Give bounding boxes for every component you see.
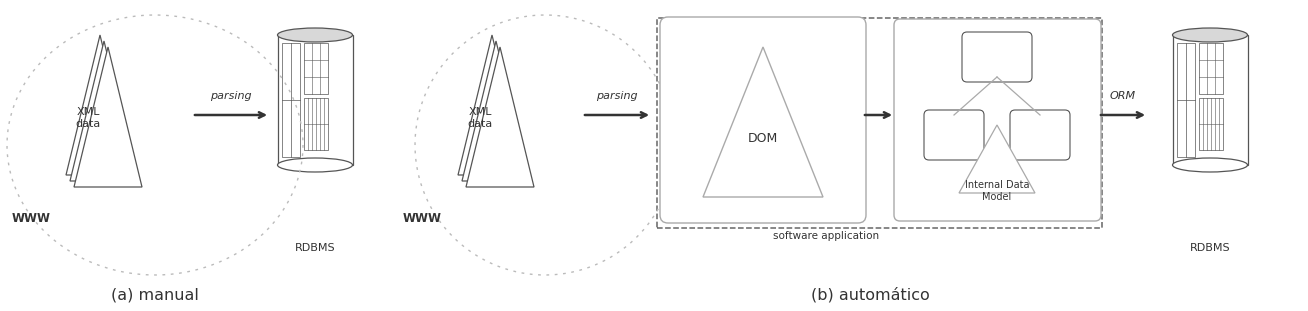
Ellipse shape — [1172, 28, 1248, 42]
Text: XML
data: XML data — [76, 107, 101, 129]
Bar — [283, 43, 300, 157]
Polygon shape — [462, 41, 530, 181]
Ellipse shape — [1172, 158, 1248, 172]
Polygon shape — [71, 41, 139, 181]
Polygon shape — [458, 35, 526, 175]
Polygon shape — [959, 125, 1035, 193]
FancyBboxPatch shape — [657, 18, 1103, 228]
Text: parsing: parsing — [596, 91, 638, 101]
FancyBboxPatch shape — [923, 110, 984, 160]
Bar — [303, 98, 328, 150]
Bar — [303, 43, 328, 94]
Text: DOM: DOM — [748, 132, 778, 146]
Polygon shape — [75, 47, 143, 187]
Text: Internal Data
Model: Internal Data Model — [965, 180, 1029, 202]
FancyBboxPatch shape — [1010, 110, 1070, 160]
FancyBboxPatch shape — [961, 32, 1032, 82]
Polygon shape — [65, 35, 133, 175]
Polygon shape — [466, 47, 534, 187]
FancyBboxPatch shape — [893, 19, 1101, 221]
Text: WWW: WWW — [403, 211, 442, 225]
Text: (b) automático: (b) automático — [811, 287, 930, 303]
Text: RDBMS: RDBMS — [294, 243, 335, 253]
Ellipse shape — [277, 158, 352, 172]
Text: WWW: WWW — [12, 211, 51, 225]
Text: RDBMS: RDBMS — [1190, 243, 1231, 253]
Bar — [1199, 43, 1223, 94]
Ellipse shape — [277, 28, 352, 42]
Text: software application: software application — [773, 231, 879, 241]
Text: ORM: ORM — [1110, 91, 1137, 101]
Text: parsing: parsing — [211, 91, 252, 101]
Polygon shape — [702, 47, 823, 197]
Bar — [279, 35, 353, 165]
Text: (a) manual: (a) manual — [111, 287, 199, 303]
FancyBboxPatch shape — [661, 17, 866, 223]
Bar — [1177, 43, 1196, 157]
Bar — [1173, 35, 1248, 165]
Text: XML
data: XML data — [467, 107, 493, 129]
Bar — [1199, 98, 1223, 150]
